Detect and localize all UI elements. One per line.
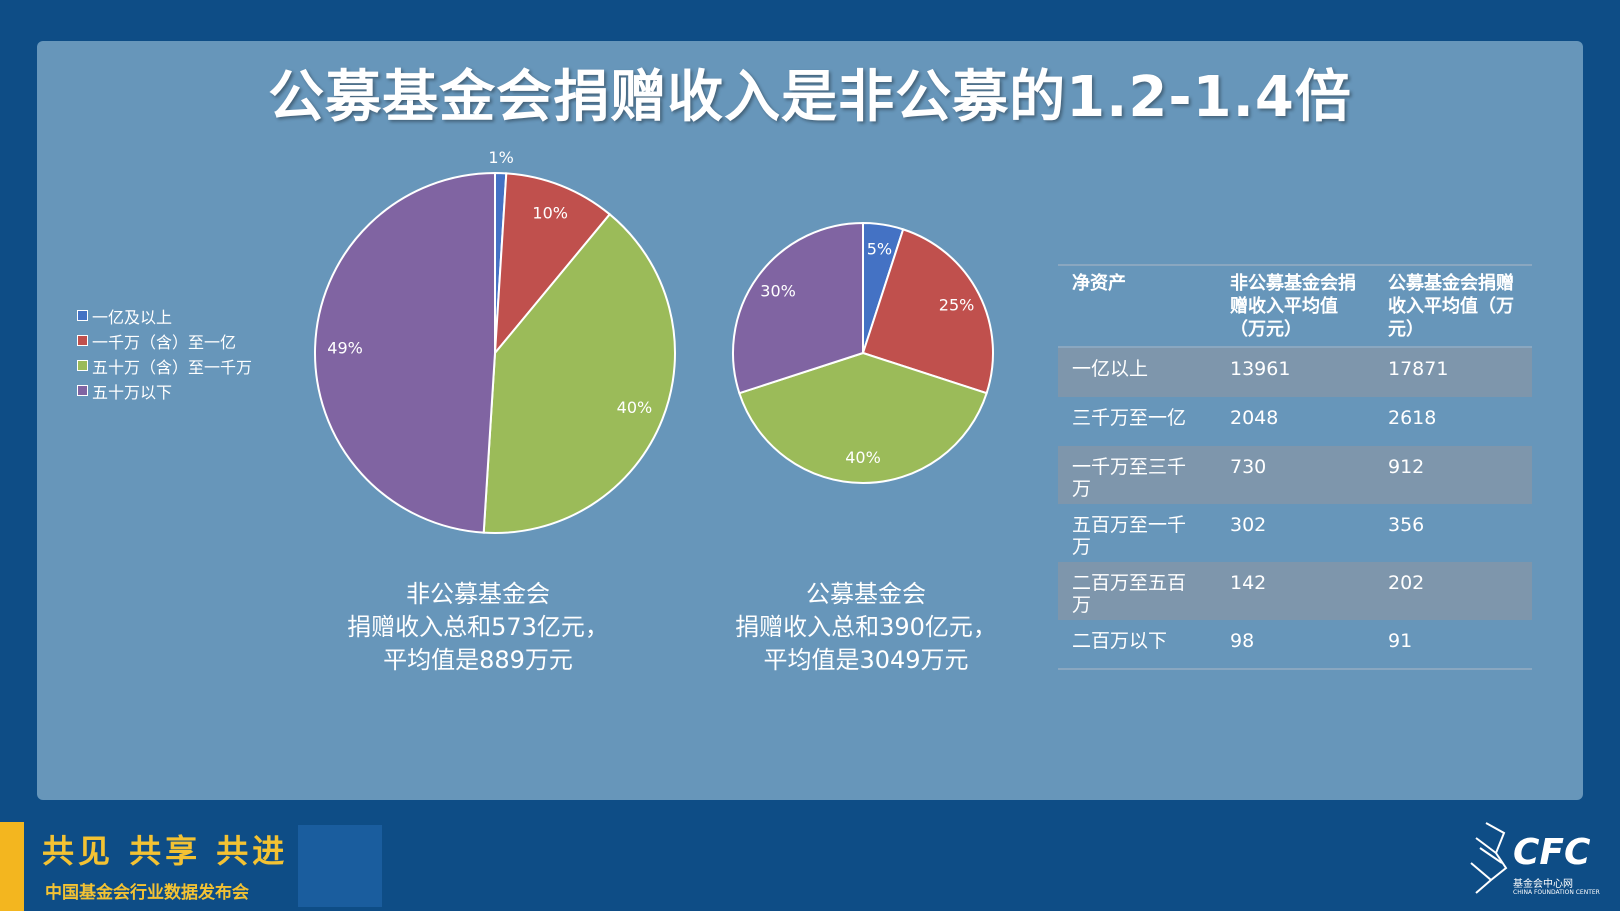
table-header-cell: 公募基金会捐赠收入平均值（万元） [1388,273,1514,340]
table-row: 五百万至一千万 302 356 [1058,504,1532,562]
legend-swatch [77,310,88,321]
table-cell: 202 [1388,572,1425,594]
pie-data-label: 1% [488,148,513,167]
pie-chart-public: 5% 25% 40% 30% [732,221,994,484]
pie-data-label: 49% [327,338,363,357]
logo-text: CFC [1513,832,1591,873]
pie-slice [493,172,612,357]
table-cell: 2618 [1388,407,1437,429]
table-cell: 五百万至一千万 [1072,514,1187,558]
caption-line: 公募基金会 [806,580,926,608]
table-cell: 142 [1230,572,1267,594]
pie-slice [482,212,676,534]
legend-swatch [77,385,88,396]
table-cell: 13961 [1230,358,1291,380]
pie-data-label: 30% [760,281,796,300]
table-cell: 356 [1388,514,1425,536]
pie-data-label: 40% [845,448,881,467]
legend-item: 五十万以下 [77,378,252,403]
pie-data-label: 40% [617,398,653,417]
caption-public: 公募基金会 捐赠收入总和390亿元， 平均值是3049万元 [666,578,1066,677]
legend-swatch [77,360,88,371]
table-row: 一亿以上 13961 17871 [1058,348,1532,397]
caption-line: 捐赠收入总和390亿元， [735,613,997,641]
caption-line: 捐赠收入总和573亿元， [347,613,609,641]
pie-slice [732,221,864,395]
table-cell: 98 [1230,630,1255,652]
pie-data-label: 10% [532,204,568,223]
table-cell: 二百万以下 [1072,630,1168,652]
table-cell: 三千万至一亿 [1072,407,1187,429]
table-cell: 2048 [1230,407,1279,429]
table-header-cell: 净资产 [1072,273,1126,294]
donation-table: 净资产 非公募基金会捐赠收入平均值（万元） 公募基金会捐赠收入平均值（万元） 一… [1058,264,1532,670]
table-row: 一千万至三千万 730 912 [1058,446,1532,504]
footer-slogan: 共见 共享 共进 [42,832,289,870]
pie-data-label: 5% [867,239,892,258]
caption-nonpublic: 非公募基金会 捐赠收入总和573亿元， 平均值是889万元 [278,578,678,677]
legend-item: 五十万（含）至一千万 [77,353,252,378]
table-cell: 912 [1388,456,1425,478]
table-row: 二百万至五百万 142 202 [1058,562,1532,620]
logo-subtitle: 基金会中心网 [1513,879,1573,890]
page-title: 公募基金会捐赠收入是非公募的1.2-1.4倍 [268,65,1352,130]
table-cell: 17871 [1388,358,1449,380]
cfc-logo-icon [1470,822,1508,894]
legend-label: 一亿及以上 [92,307,173,327]
table-cell: 302 [1230,514,1267,536]
pie-data-label: 25% [939,295,975,314]
pie-slice [314,171,496,534]
pie-slice [738,351,988,484]
table-header: 净资产 非公募基金会捐赠收入平均值（万元） 公募基金会捐赠收入平均值（万元） [1058,266,1532,348]
pie-slice [861,228,994,395]
table-cell: 91 [1388,630,1413,652]
footer-accent-bar [0,822,24,911]
logo-subtitle-en: CHINA FOUNDATION CENTER [1513,889,1600,896]
legend-swatch [77,335,88,346]
footer-subtitle: 中国基金会行业数据发布会 [45,883,249,903]
footer-decoration [298,825,382,907]
table-cell: 二百万至五百万 [1072,572,1187,616]
table-cell: 一千万至三千万 [1072,456,1187,500]
pie-legend: 一亿及以上 一千万（含）至一亿 五十万（含）至一千万 五十万以下 [77,303,252,403]
caption-line: 非公募基金会 [406,580,550,608]
table-header-cell: 非公募基金会捐赠收入平均值（万元） [1230,273,1356,340]
legend-item: 一千万（含）至一亿 [77,328,252,353]
table-row: 三千万至一亿 2048 2618 [1058,397,1532,446]
legend-label: 五十万（含）至一千万 [92,357,253,377]
table-cell: 一亿以上 [1072,358,1149,380]
legend-label: 一千万（含）至一亿 [92,332,237,352]
table-row: 二百万以下 98 91 [1058,620,1532,668]
caption-line: 平均值是889万元 [383,646,573,674]
legend-item: 一亿及以上 [77,303,252,328]
legend-label: 五十万以下 [92,382,173,402]
caption-line: 平均值是3049万元 [763,646,969,674]
pie-chart-nonpublic: 1% 10% 40% 49% [314,148,676,534]
table-cell: 730 [1230,456,1267,478]
